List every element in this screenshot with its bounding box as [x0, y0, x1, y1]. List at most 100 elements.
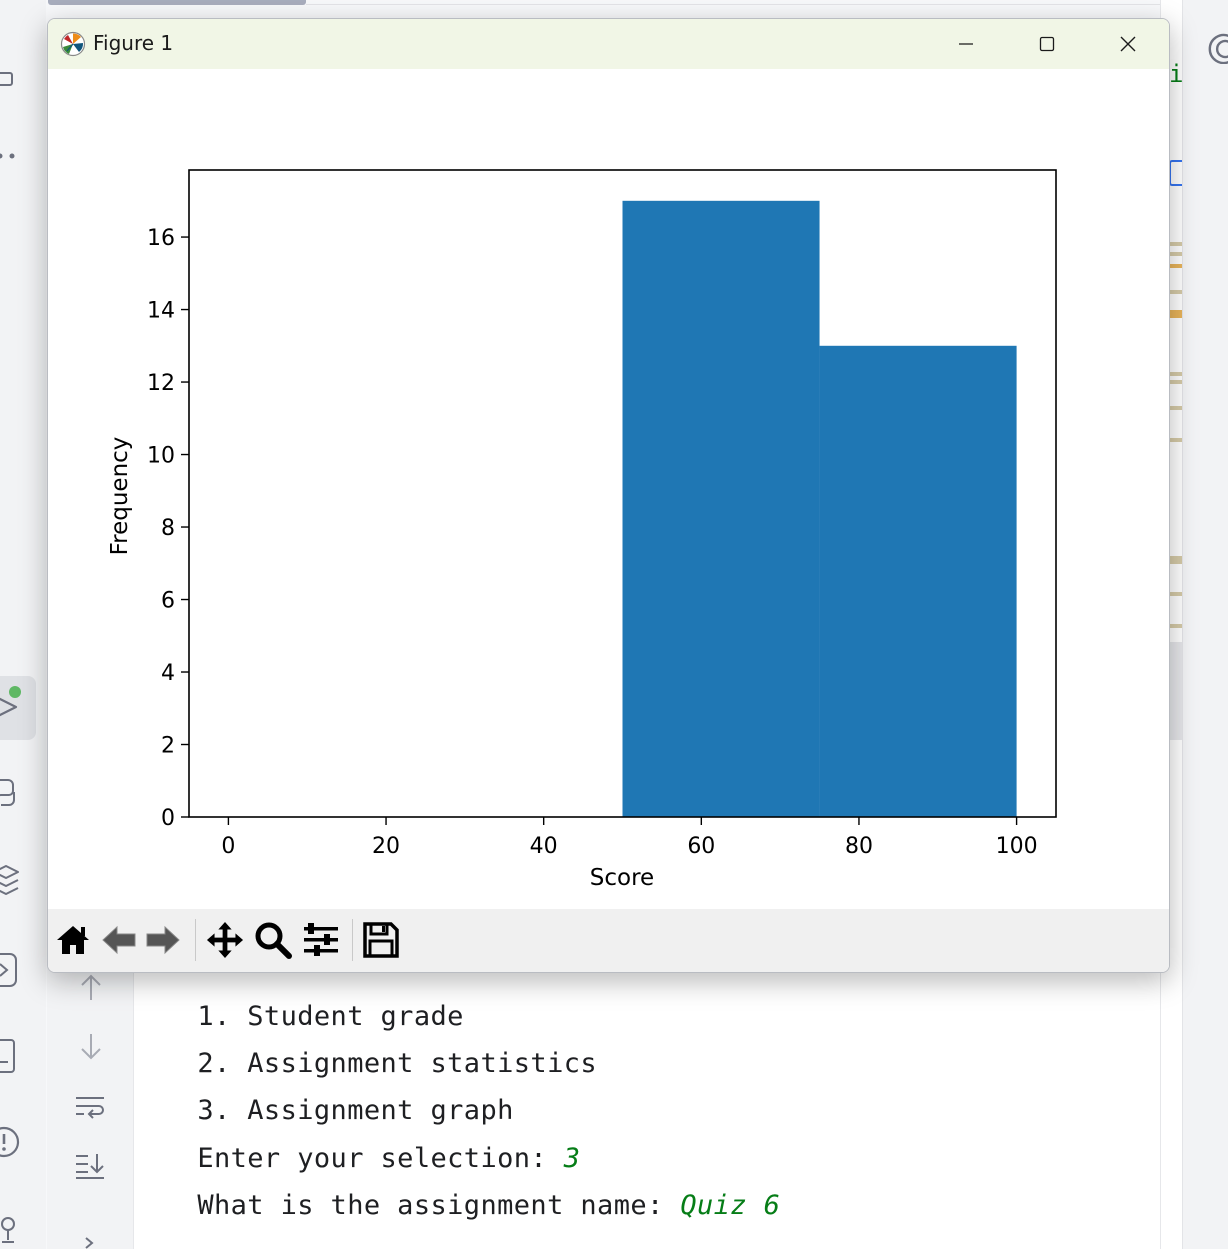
x-tick-label-3: 60	[687, 834, 715, 859]
x-tick-label-5: 100	[996, 834, 1038, 859]
pan-button[interactable]	[206, 917, 244, 963]
problems-icon[interactable]	[0, 1122, 22, 1162]
x-tick-label-1: 20	[372, 834, 400, 859]
figure-window: Figure 1 0 20 40 60 80 100 0 2 4 6 8 10 12 14 16 Scor…	[47, 18, 1170, 973]
home-icon	[57, 926, 89, 954]
close-icon	[1120, 36, 1136, 52]
console-line-3: 3. Assignment graph	[164, 1064, 514, 1126]
console-line-5: What is the assignment name: Quiz 6	[164, 1159, 780, 1221]
maximize-button[interactable]	[1007, 19, 1087, 69]
configure-subplots-icon	[304, 923, 338, 956]
scrollbar-thumb[interactable]	[1169, 642, 1183, 740]
console-line-1: 1. Student grade	[164, 970, 464, 1032]
ide-left-toolbar	[0, 0, 46, 1249]
x-tick-label-0: 0	[221, 834, 235, 859]
arrow-up-icon[interactable]	[77, 972, 105, 1002]
forward-button[interactable]	[144, 917, 182, 963]
stripe-marker[interactable]	[1169, 372, 1183, 376]
bar-2	[622, 200, 820, 818]
scroll-to-end-icon[interactable]	[73, 1150, 107, 1180]
minimize-icon	[959, 43, 973, 45]
pan-move-icon	[206, 921, 244, 959]
stripe-marker[interactable]	[1169, 556, 1183, 564]
run-console	[134, 960, 1160, 1249]
more-icon[interactable]	[0, 146, 22, 166]
stripe-marker[interactable]	[1169, 624, 1183, 628]
save-floppy-icon	[363, 922, 399, 958]
y-axis-label: Frequency	[107, 437, 133, 556]
console-prompt: Enter your selection:	[197, 1143, 564, 1174]
console-prompt: What is the assignment name:	[197, 1190, 681, 1221]
console-user-input: 3	[563, 1143, 581, 1174]
matplotlib-logo-icon	[60, 31, 86, 57]
layers-icon[interactable]	[0, 862, 22, 898]
y-tick-label-6: 12	[147, 371, 175, 396]
window-title: Figure 1	[93, 31, 174, 55]
y-tick-label-2: 4	[161, 661, 175, 686]
bars-group	[622, 200, 1017, 818]
y-ticks-group: 0 2 4 6 8 10 12 14 16	[147, 226, 189, 831]
arrow-down-icon[interactable]	[77, 1032, 105, 1062]
matplotlib-toolbar	[48, 909, 1169, 972]
python-console-icon[interactable]	[0, 776, 22, 812]
forward-arrow-icon	[146, 925, 180, 955]
git-icon[interactable]	[0, 1212, 24, 1249]
save-button[interactable]	[362, 917, 400, 963]
y-tick-label-3: 6	[161, 589, 175, 614]
console-line-4: Enter your selection: 3	[164, 1112, 580, 1174]
toolbar-separator	[352, 919, 353, 961]
services-icon[interactable]	[0, 950, 22, 990]
maximize-icon	[1039, 36, 1055, 52]
run-icon[interactable]	[0, 692, 24, 722]
stripe-marker[interactable]	[1169, 264, 1183, 268]
y-tick-label-8: 16	[147, 226, 175, 251]
y-tick-label-4: 8	[161, 516, 175, 541]
axes-frame	[188, 169, 1057, 818]
back-button[interactable]	[100, 917, 138, 963]
figure-canvas[interactable]: 0 20 40 60 80 100 0 2 4 6 8 10 12 14 16 Score Frequen…	[48, 69, 1169, 909]
editor-tab-indicator	[48, 0, 306, 5]
console-user-input: Quiz 6	[680, 1190, 781, 1221]
close-button[interactable]	[1088, 19, 1168, 69]
x-tick-label-4: 80	[845, 834, 873, 859]
stripe-marker[interactable]	[1169, 406, 1183, 410]
console-text: 1. Student grade	[197, 1001, 464, 1032]
code-fragment: i	[1169, 60, 1184, 88]
editor-tab-divider	[306, 4, 1180, 5]
zoom-magnifier-icon	[255, 922, 292, 959]
toolbar-separator	[195, 919, 196, 961]
x-axis-label: Score	[590, 865, 654, 891]
run-panel-gutter	[47, 960, 134, 1249]
expand-chevron-icon[interactable]	[81, 1232, 101, 1249]
configure-subplots-button[interactable]	[302, 917, 340, 963]
x-ticks-group: 0 20 40 60 80 100	[221, 817, 1038, 859]
folder-icon[interactable]	[0, 66, 20, 92]
ide-right-toolbar	[1182, 0, 1228, 1249]
run-status-dot	[9, 686, 21, 698]
ai-assistant-spiral-icon[interactable]	[1207, 30, 1228, 64]
y-tick-label-7: 14	[147, 299, 175, 324]
minimize-button[interactable]	[926, 19, 1006, 69]
stripe-marker[interactable]	[1169, 438, 1183, 442]
stripe-marker[interactable]	[1169, 290, 1183, 294]
stripe-marker[interactable]	[1169, 310, 1183, 318]
terminal-icon[interactable]	[0, 1036, 22, 1076]
back-arrow-icon	[102, 925, 136, 955]
y-tick-label-5: 10	[147, 444, 175, 469]
y-tick-label-0: 0	[161, 806, 175, 831]
code-fragment	[1169, 160, 1185, 186]
console-text: 3. Assignment graph	[197, 1095, 514, 1126]
x-tick-label-2: 40	[530, 834, 558, 859]
soft-wrap-icon[interactable]	[73, 1092, 107, 1122]
stripe-marker[interactable]	[1169, 592, 1183, 596]
console-line-2: 2. Assignment statistics	[164, 1017, 597, 1079]
histogram-chart: 0 20 40 60 80 100 0 2 4 6 8 10 12 14 16 Score Frequen…	[107, 169, 1057, 891]
window-titlebar[interactable]: Figure 1	[48, 19, 1169, 69]
y-tick-label-1: 2	[161, 734, 175, 759]
stripe-marker[interactable]	[1169, 252, 1183, 256]
zoom-button[interactable]	[254, 917, 292, 963]
stripe-marker[interactable]	[1169, 242, 1183, 246]
bar-3	[819, 345, 1017, 817]
home-button[interactable]	[54, 917, 92, 963]
stripe-marker[interactable]	[1169, 380, 1183, 384]
